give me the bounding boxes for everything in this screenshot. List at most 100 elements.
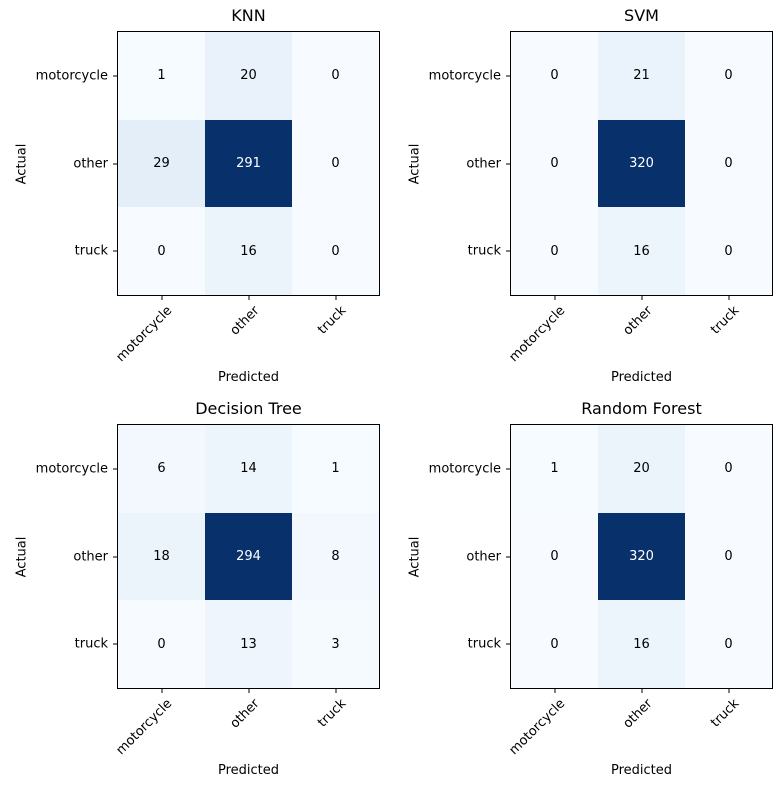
x-axis-label: Predicted — [217, 370, 280, 385]
y-tick-label: truck — [74, 636, 108, 652]
matrix-cells: 1 20 0 29 291 0 0 16 0 — [118, 32, 379, 295]
matrix-cell: 0 — [511, 32, 598, 120]
x-axis-label: Predicted — [217, 763, 280, 778]
y-tick-label: other — [466, 156, 501, 171]
x-tick-label: motorcycle — [113, 696, 176, 759]
matrix-cell: 320 — [598, 119, 685, 208]
x-tick-mark — [248, 689, 249, 693]
matrix-cell: 20 — [598, 425, 685, 513]
x-tick-label: truck — [708, 303, 743, 338]
matrix-cell: 0 — [685, 600, 772, 688]
y-tick-label: motorcycle — [35, 68, 108, 84]
y-tick-mark — [113, 643, 117, 645]
matrix-cell: 0 — [511, 207, 598, 295]
y-tick-mark — [113, 163, 117, 164]
y-tick-mark — [506, 643, 510, 645]
x-tick-label: motorcycle — [113, 303, 176, 366]
matrix-cells: 6 14 1 18 294 8 0 13 3 — [118, 425, 379, 688]
subplot-decision-tree: Decision Tree 6 14 1 18 294 8 0 13 3 motorcycle o… — [15, 401, 380, 777]
x-tick-label: motorcycle — [506, 303, 569, 366]
matrix-cells: 0 21 0 0 320 0 0 16 0 — [511, 32, 772, 295]
matrix-cell: 13 — [205, 600, 292, 688]
subplot-title: Decision Tree — [195, 399, 302, 418]
y-tick-label: truck — [467, 243, 501, 259]
matrix-cell: 21 — [598, 32, 685, 120]
y-tick-mark — [113, 468, 117, 470]
matrix-cell: 16 — [598, 207, 685, 295]
subplot-title: KNN — [231, 6, 266, 25]
subplot-knn: KNN 1 20 0 29 291 0 0 16 0 motorcycle other truck … — [15, 8, 380, 384]
y-tick-label: other — [73, 549, 108, 564]
x-tick-mark — [554, 689, 555, 693]
matrix-cell: 3 — [292, 600, 379, 688]
subplot-title: SVM — [624, 6, 659, 25]
y-tick-mark — [506, 468, 510, 470]
y-tick-label: motorcycle — [428, 461, 501, 477]
y-tick-label: truck — [74, 243, 108, 259]
matrix-cell: 1 — [118, 32, 205, 120]
matrix-cell: 14 — [205, 425, 292, 513]
x-tick-label: other — [620, 303, 656, 339]
x-tick-label: truck — [315, 303, 350, 338]
matrix-cell: 29 — [118, 119, 205, 208]
x-tick-mark — [641, 689, 642, 693]
y-tick-label: other — [73, 156, 108, 171]
y-tick-mark — [113, 556, 117, 557]
matrix-cell: 0 — [292, 207, 379, 295]
matrix-cell: 1 — [511, 425, 598, 513]
matrix-cell: 0 — [511, 600, 598, 688]
matrix-cell: 0 — [685, 425, 772, 513]
x-tick-mark — [554, 296, 555, 300]
matrix-cell: 0 — [685, 512, 772, 601]
matrix-cell: 0 — [118, 207, 205, 295]
y-tick-mark — [506, 75, 510, 77]
matrix-cell: 0 — [292, 119, 379, 208]
matrix-cell: 0 — [118, 600, 205, 688]
matrix-cell: 1 — [292, 425, 379, 513]
y-tick-mark — [506, 556, 510, 557]
matrix-cell: 20 — [205, 32, 292, 120]
matrix-cell: 0 — [685, 32, 772, 120]
x-tick-mark — [335, 296, 336, 300]
subplot-svm: SVM 0 21 0 0 320 0 0 16 0 motorcycle other truck m… — [408, 8, 773, 384]
matrix-cell: 16 — [598, 600, 685, 688]
y-tick-label: truck — [467, 636, 501, 652]
matrix-cell: 0 — [511, 512, 598, 601]
matrix-cell: 291 — [205, 119, 292, 208]
matrix-cell: 0 — [685, 207, 772, 295]
x-tick-mark — [161, 296, 162, 300]
x-tick-label: other — [620, 696, 656, 732]
matrix-cell: 18 — [118, 512, 205, 601]
matrix-cell: 0 — [292, 32, 379, 120]
x-axis-label: Predicted — [610, 763, 673, 778]
y-tick-label: motorcycle — [35, 461, 108, 477]
subplot-title: Random Forest — [581, 399, 702, 418]
x-tick-mark — [728, 689, 729, 693]
x-tick-label: other — [227, 696, 263, 732]
matrix-cell: 6 — [118, 425, 205, 513]
y-tick-mark — [506, 163, 510, 164]
x-tick-label: other — [227, 303, 263, 339]
subplot-random-forest: Random Forest 1 20 0 0 320 0 0 16 0 motorcycle ot… — [408, 401, 773, 777]
matrix-cell: 8 — [292, 512, 379, 601]
x-tick-mark — [728, 296, 729, 300]
x-axis-label: Predicted — [610, 370, 673, 385]
matrix-cells: 1 20 0 0 320 0 0 16 0 — [511, 425, 772, 688]
matrix-cell: 294 — [205, 512, 292, 601]
y-tick-label: other — [466, 549, 501, 564]
x-tick-label: motorcycle — [506, 696, 569, 759]
y-tick-mark — [506, 250, 510, 252]
matrix-cell: 16 — [205, 207, 292, 295]
matrix-cell: 320 — [598, 512, 685, 601]
x-tick-mark — [335, 689, 336, 693]
matrix-cell: 0 — [685, 119, 772, 208]
x-tick-mark — [161, 689, 162, 693]
matrix-cell: 0 — [511, 119, 598, 208]
y-tick-mark — [113, 75, 117, 77]
y-tick-mark — [113, 250, 117, 252]
x-tick-label: truck — [315, 696, 350, 731]
x-tick-mark — [641, 296, 642, 300]
y-tick-label: motorcycle — [428, 68, 501, 84]
x-tick-mark — [248, 296, 249, 300]
